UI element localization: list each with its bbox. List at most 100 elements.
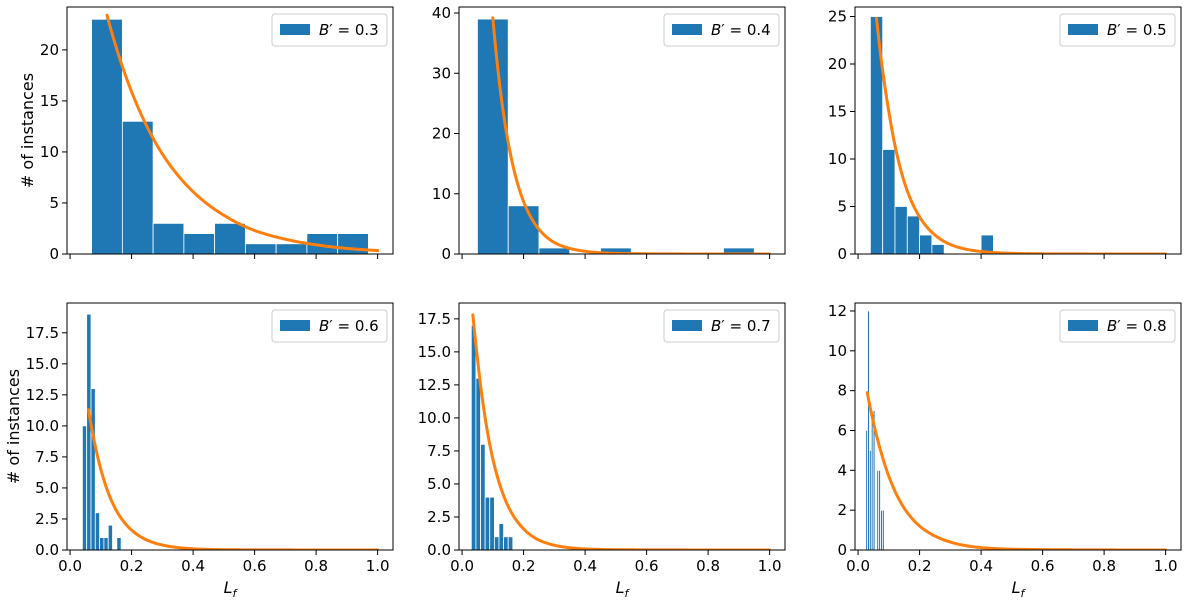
plot-area [81,313,380,550]
x-tick-label: 0.4 [573,557,597,575]
legend-operator: = [333,21,355,39]
y-tick-label: 15 [828,103,847,121]
y-tick-label: 20 [828,55,847,73]
plot-area [477,16,772,254]
legend-symbol: B [711,317,721,335]
y-tick-label: 17.5 [26,324,59,342]
x-tick-label: 0.6 [1031,557,1055,575]
y-tick-label: 10 [828,342,847,360]
x-tick-label: 0.0 [846,557,870,575]
histogram-bar [480,443,486,550]
y-tick-label: 0 [49,245,59,263]
x-tick-label: 0.4 [969,557,993,575]
panel-1: 0 5 10 15 20# of instances B′ = 0.3 [18,6,394,263]
histogram-bar [600,247,632,254]
histogram-bar [107,524,113,550]
axes-frame [458,6,786,255]
histogram-bar [94,512,101,550]
x-tick-label: 0.8 [696,557,720,575]
y-tick-label: 2.5 [427,508,451,526]
axes-frame [66,302,394,551]
x-tick-label: 0.8 [304,557,328,575]
histogram-bar [503,536,509,550]
x-tick-label: 0.4 [181,557,205,575]
histogram-bar [493,536,500,550]
legend-label: B′ = 0.7 [711,317,771,335]
y-tick-label: 10.0 [418,409,451,427]
legend-box [271,13,388,47]
histogram-bar [906,215,920,254]
legend-swatch [280,24,310,35]
legend-swatch [1068,24,1098,35]
histogram-bar [484,496,491,550]
histogram-bar [86,313,92,550]
legend-operator: = [1121,317,1143,335]
y-tick-label: 2 [837,501,847,519]
x-axis-label-base: L [1012,578,1021,597]
legend: B′ = 0.7 [663,309,780,343]
histogram-bar [538,247,571,254]
fit-curve [865,391,1168,550]
y-axis-label: # of instances [4,369,23,484]
y-tick-label: 10 [432,185,451,203]
legend-operator: = [333,317,355,335]
x-tick-label: 0.0 [450,557,474,575]
x-tick-label: 1.0 [1154,557,1178,575]
x-tick-label: 0.2 [512,557,536,575]
legend: B′ = 0.3 [271,13,388,47]
x-tick-label: 0.0 [58,557,82,575]
y-axis-label: # of instances [18,73,37,188]
y-tick-label: 5 [49,194,59,212]
histogram-bar [152,222,185,254]
y-tick-label: 10 [40,143,59,161]
plot-area [470,313,772,550]
legend-prime: ′ [1117,21,1121,39]
y-tick-label: 0.0 [427,541,451,559]
x-tick-label: 1.0 [758,557,782,575]
plot-area [865,310,1168,550]
x-axis-label-base: L [224,578,233,597]
histogram-bar [99,537,105,550]
legend-prime: ′ [1117,317,1121,335]
y-tick-label: 12.5 [26,386,59,404]
legend-prime: ′ [329,317,333,335]
histogram-bar [90,388,96,550]
legend-value: 0.4 [747,21,771,39]
histogram-bar [275,243,308,254]
y-tick-label: 12.5 [418,376,451,394]
y-tick-label: 5.0 [427,475,451,493]
panel-6: 0 2 4 6 8 10 12 0.0 0.2 0.4 0.6 0.8 1.0 Lf B′ = 0.8 [828,302,1182,600]
y-tick-label: 15.0 [418,343,451,361]
plot-area [869,16,1168,254]
legend-label: B′ = 0.4 [711,21,771,39]
x-tick-label: 0.6 [243,557,267,575]
legend-symbol: B [1107,21,1117,39]
legend-operator: = [1121,21,1143,39]
fit-curve [471,313,772,550]
histogram-bar [116,537,122,550]
panel-3: 0 5 10 15 20 25 B′ = 0.5 [828,6,1182,263]
y-tick-label: 10 [828,150,847,168]
fit-curve [875,16,1168,254]
fit-curve [87,408,380,550]
histogram-bar [477,18,509,254]
y-tick-label: 0 [441,245,451,263]
histogram-bar [81,425,88,550]
histogram-bar [489,496,495,550]
x-tick-label: 0.2 [120,557,144,575]
y-tick-label: 15.0 [26,355,59,373]
y-tick-label: 2.5 [35,510,59,528]
legend-symbol: B [1107,317,1117,335]
legend-value: 0.6 [355,317,379,335]
histogram-bar [183,233,216,254]
histogram-bar [931,244,945,254]
legend-symbol: B [711,21,721,39]
y-tick-label: 5.0 [35,479,59,497]
legend-box [663,13,780,47]
legend-prime: ′ [329,21,333,39]
x-axis-label-subscript: f [233,587,239,600]
y-tick-label: 0 [837,541,847,559]
legend-swatch [280,320,310,331]
histogram-bar [869,16,884,254]
histogram-bar [881,509,885,550]
